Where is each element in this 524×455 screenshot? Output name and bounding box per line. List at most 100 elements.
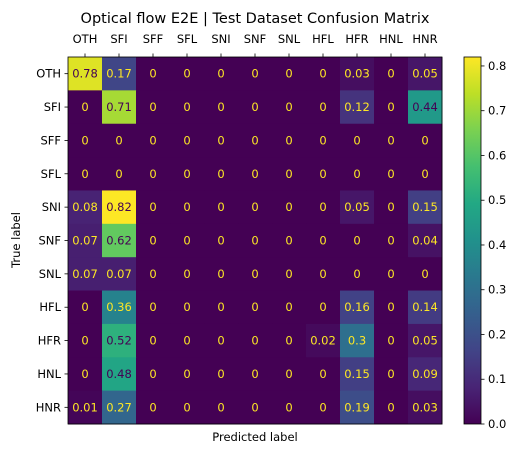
heatmap-cell	[306, 90, 341, 125]
colorbar-tick-label: 0.4	[488, 238, 506, 252]
cell-value-label: 0	[319, 200, 326, 214]
heatmap-cell	[102, 190, 137, 225]
colorbar-tick-label: 0.0	[488, 417, 506, 431]
cell-value-label: 0.3	[348, 334, 366, 348]
x-tick-label: SFI	[110, 32, 127, 46]
cell-value-label: 0	[251, 300, 258, 314]
heatmap-cell	[340, 57, 375, 91]
heatmap-cell	[170, 257, 205, 292]
heatmap-cell	[204, 323, 239, 358]
heatmap-cell	[102, 57, 137, 91]
cell-value-label: 0	[319, 300, 326, 314]
cell-value-label: 0	[183, 367, 190, 381]
heatmap-cell	[204, 257, 239, 292]
heatmap-cell	[340, 223, 375, 258]
heatmap-cell	[340, 390, 375, 425]
cell-value-label: 0	[149, 300, 156, 314]
heatmap-cell	[136, 323, 171, 358]
heatmap-cell	[238, 257, 273, 292]
colorbar-gradient	[464, 57, 481, 424]
cell-value-label: 0	[421, 267, 428, 281]
heatmap-cell	[408, 90, 443, 125]
heatmap-cell	[272, 323, 307, 358]
cell-value-label: 0	[319, 133, 326, 147]
cell-value-label: 0	[81, 167, 88, 181]
cell-value-label: 0	[217, 367, 224, 381]
cell-value-label: 0	[217, 167, 224, 181]
heatmap-cell	[340, 323, 375, 358]
heatmap-cell	[204, 223, 239, 258]
x-axis-label: Predicted label	[212, 430, 297, 444]
cell-value-label: 0	[217, 234, 224, 248]
cell-value-label: 0.48	[106, 367, 132, 381]
heatmap-cell	[374, 223, 409, 258]
cell-value-label: 0	[353, 167, 360, 181]
heatmap-cell	[340, 190, 375, 225]
heatmap-cell	[136, 390, 171, 425]
heatmap-cell	[204, 357, 239, 392]
heatmap-cell	[68, 157, 103, 191]
heatmap-cell	[272, 90, 307, 125]
cell-value-label: 0	[251, 334, 258, 348]
heatmap-cell	[272, 157, 307, 191]
cell-value-label: 0	[149, 200, 156, 214]
cell-value-label: 0	[81, 300, 88, 314]
colorbar-tick-label: 0.2	[488, 327, 506, 341]
cell-value-label: 0.03	[344, 67, 370, 81]
heatmap-cell	[272, 123, 307, 158]
cell-value-label: 0.05	[344, 200, 370, 214]
heatmap-cell	[374, 390, 409, 425]
heatmap-cell	[408, 357, 443, 392]
cell-value-label: 0.15	[344, 367, 370, 381]
cell-value-label: 0	[387, 100, 394, 114]
cell-value-label: 0	[387, 267, 394, 281]
y-tick-label: SFL	[41, 167, 62, 181]
heatmap-cell	[68, 223, 103, 258]
heatmap-cell	[102, 123, 137, 158]
cell-value-label: 0	[251, 200, 258, 214]
cell-value-label: 0	[217, 300, 224, 314]
cell-value-label: 0.02	[310, 334, 336, 348]
cell-value-label: 0	[217, 200, 224, 214]
cell-value-label: 0	[81, 334, 88, 348]
cell-value-label: 0	[285, 300, 292, 314]
colorbar-tick-label: 0.3	[488, 283, 506, 297]
heatmap-cell	[340, 90, 375, 125]
cell-value-label: 0.82	[106, 200, 132, 214]
heatmap-cell	[170, 57, 205, 91]
heatmap-cell	[238, 323, 273, 358]
heatmap-cell	[306, 357, 341, 392]
cell-value-label: 0	[421, 133, 428, 147]
colorbar-tick-label: 0.5	[488, 193, 506, 207]
cell-value-label: 0	[319, 67, 326, 81]
cell-value-label: 0	[81, 367, 88, 381]
cell-value-label: 0	[387, 367, 394, 381]
cell-value-label: 0	[319, 100, 326, 114]
cell-value-label: 0	[183, 234, 190, 248]
cell-value-label: 0.78	[72, 67, 98, 81]
cell-value-label: 0	[319, 234, 326, 248]
x-tick-label: SNL	[278, 32, 301, 46]
cell-value-label: 0	[387, 200, 394, 214]
cell-value-label: 0	[319, 367, 326, 381]
heatmap-cell	[170, 323, 205, 358]
heatmap-cell	[272, 57, 307, 91]
heatmap-cell	[374, 257, 409, 292]
cell-value-label: 0	[251, 67, 258, 81]
heatmap-cell	[204, 390, 239, 425]
heatmap-cell	[408, 123, 443, 158]
heatmap-cell	[170, 390, 205, 425]
cell-value-label: 0.07	[106, 267, 132, 281]
heatmap-cell	[170, 90, 205, 125]
cell-value-label: 0.27	[106, 400, 132, 414]
colorbar-tick-label: 0.1	[488, 372, 506, 386]
y-tick-labels: OTH SFI SFF SFL SNI SNF SNL HFL HFR HNL HNR	[36, 67, 68, 414]
cell-value-label: 0.14	[412, 300, 438, 314]
cell-value-label: 0	[183, 300, 190, 314]
cell-value-label: 0	[387, 400, 394, 414]
cell-value-label: 0	[251, 133, 258, 147]
heatmap-cell	[68, 290, 103, 325]
cell-value-label: 0	[217, 267, 224, 281]
y-tick-label: OTH	[36, 67, 61, 81]
cell-value-label: 0.03	[412, 400, 438, 414]
